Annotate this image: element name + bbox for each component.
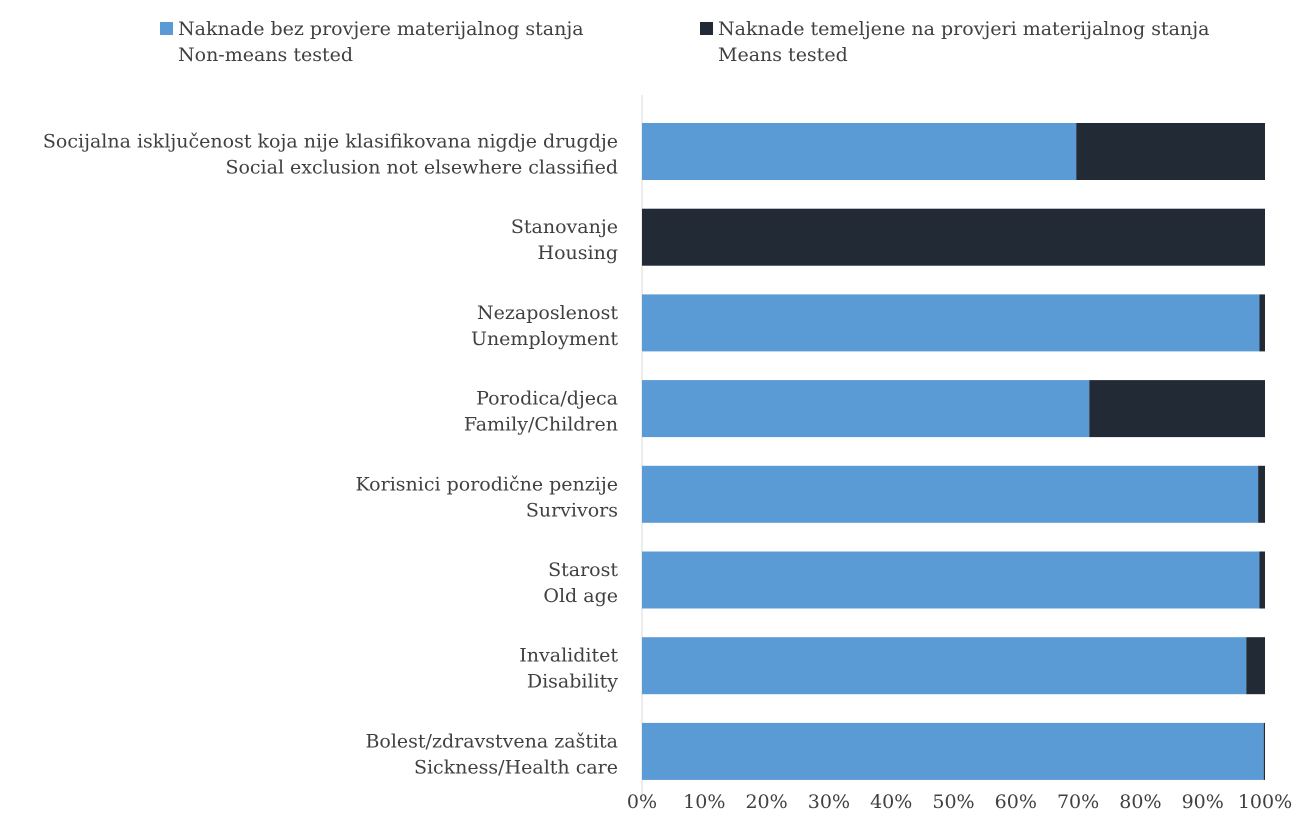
bar-non-means-tested — [642, 637, 1247, 695]
bar-means-tested — [1246, 637, 1265, 695]
category-label-line: Disability — [527, 671, 618, 693]
bar-non-means-tested — [642, 294, 1260, 352]
category-label: Nezaposlenost Unemployment — [471, 302, 618, 350]
bar-non-means-tested — [642, 380, 1090, 438]
bar-non-means-tested — [642, 465, 1259, 523]
category-label-line: Porodica/djeca — [476, 388, 618, 410]
category-label-line: Old age — [543, 585, 618, 607]
x-tick-label: 70% — [1057, 791, 1099, 813]
category-label-line: Starost — [548, 559, 618, 581]
category-label: Invaliditet Disability — [519, 645, 618, 693]
bar-non-means-tested — [642, 551, 1260, 609]
category-label-line: Family/Children — [464, 414, 618, 436]
bar-non-means-tested — [642, 123, 1077, 180]
legend-swatch-non-means-tested — [160, 22, 173, 35]
bar-means-tested — [1259, 551, 1265, 609]
x-tick-label: 30% — [808, 791, 850, 813]
category-label: Porodica/djeca Family/Children — [464, 388, 618, 436]
bar-means-tested — [1259, 294, 1265, 352]
category-label-line: Housing — [538, 242, 618, 264]
category-label: Socijalna isključenost koja nije klasifi… — [43, 131, 618, 179]
x-tick-label: 10% — [683, 791, 725, 813]
bar-means-tested — [1263, 722, 1265, 780]
category-label-line: Bolest/zdravstvena zaštita — [365, 730, 618, 752]
category-label-line: Socijalna isključenost koja nije klasifi… — [43, 131, 618, 153]
category-label-line: Stanovanje — [511, 216, 618, 238]
category-label-line: Invaliditet — [519, 645, 618, 667]
bar-means-tested — [642, 208, 1265, 266]
category-label: Stanovanje Housing — [511, 216, 618, 264]
category-label-line: Survivors — [526, 499, 618, 521]
legend-swatch-means-tested — [700, 22, 713, 35]
category-label: Korisnici porodične penzije Survivors — [356, 473, 619, 521]
category-label-line: Social exclusion not elsewhere classifie… — [225, 157, 618, 179]
category-label: Starost Old age — [543, 559, 618, 607]
legend-label-means-tested-local: Naknade temeljene na provjeri materijaln… — [718, 18, 1210, 40]
category-label-line: Nezaposlenost — [477, 302, 618, 324]
x-tick-label: 0% — [627, 791, 657, 813]
x-tick-label: 80% — [1119, 791, 1161, 813]
category-label-line: Sickness/Health care — [414, 756, 618, 778]
category-label: Bolest/zdravstvena zaštita Sickness/Healt… — [365, 730, 618, 778]
bar-non-means-tested — [642, 722, 1264, 780]
x-tick-label: 50% — [932, 791, 974, 813]
bar-means-tested — [1076, 123, 1265, 180]
bar-means-tested — [1089, 380, 1265, 438]
legend-label-means-tested-english: Means tested — [718, 44, 848, 66]
category-label-line: Korisnici porodične penzije — [356, 473, 619, 495]
x-tick-label: 90% — [1182, 791, 1224, 813]
legend-label-non-means-tested-english: Non-means tested — [178, 44, 354, 66]
bar-means-tested — [1258, 465, 1265, 523]
x-tick-label: 20% — [745, 791, 787, 813]
legend-label-non-means-tested-local: Naknade bez provjere materijalnog stanja — [178, 18, 584, 40]
x-tick-label: 100% — [1238, 791, 1292, 813]
x-tick-label: 40% — [870, 791, 912, 813]
x-tick-label: 60% — [995, 791, 1037, 813]
category-label-line: Unemployment — [471, 328, 618, 350]
